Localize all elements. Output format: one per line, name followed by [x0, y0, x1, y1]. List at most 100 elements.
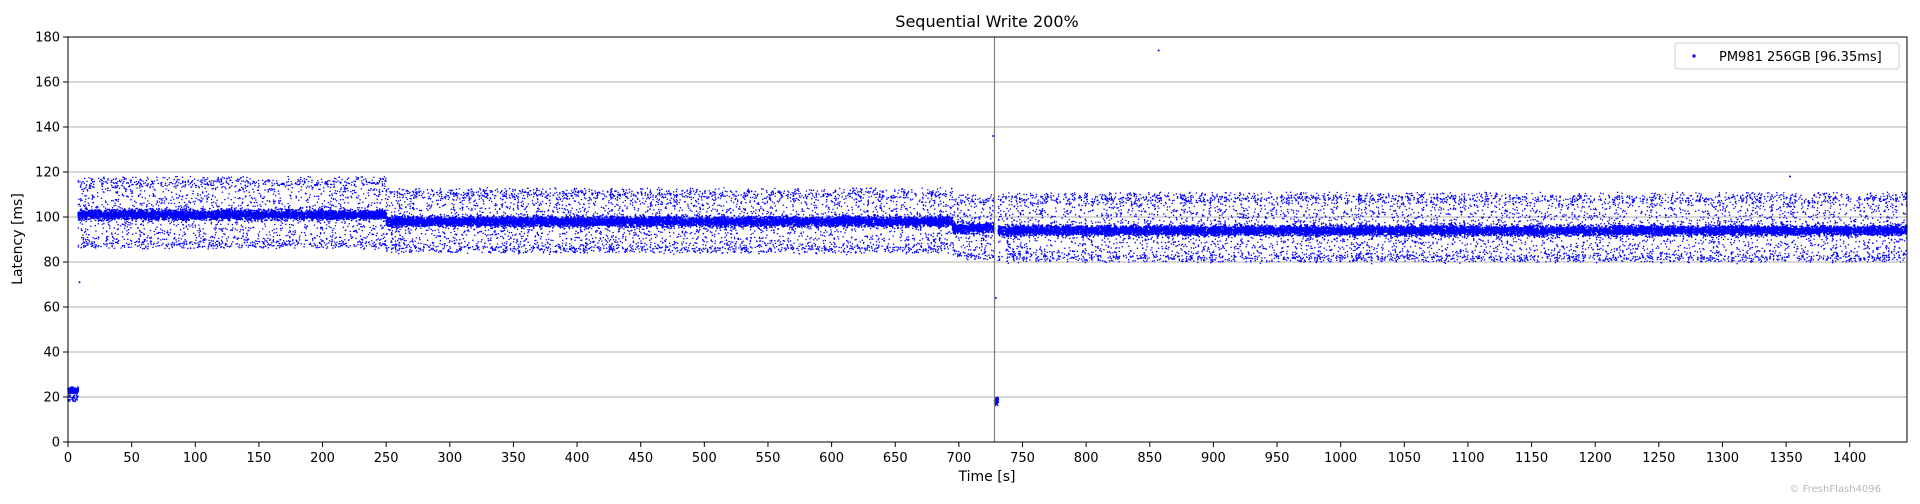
data-point: [353, 180, 355, 182]
data-point: [161, 244, 163, 246]
data-point: [120, 247, 122, 249]
data-point: [311, 245, 313, 247]
data-point: [348, 239, 350, 241]
data-point: [91, 183, 93, 185]
data-point: [83, 182, 85, 184]
data-point: [359, 219, 361, 221]
data-point: [88, 213, 90, 215]
data-point: [242, 219, 244, 221]
data-point: [376, 202, 378, 204]
data-point: [173, 243, 175, 245]
data-point: [191, 214, 193, 216]
data-point: [363, 219, 365, 221]
data-point: [85, 230, 87, 232]
data-point: [276, 182, 278, 184]
data-point: [243, 180, 245, 182]
data-point: [225, 182, 227, 184]
data-point: [262, 241, 264, 243]
data-point: [121, 185, 123, 187]
data-point: [162, 198, 164, 200]
data-point: [186, 215, 188, 217]
data-point: [150, 230, 152, 232]
data-point: [256, 211, 258, 213]
data-point: [232, 241, 234, 243]
data-point: [206, 219, 208, 221]
data-point: [360, 217, 362, 219]
data-point: [145, 182, 147, 184]
data-point: [141, 205, 143, 207]
data-point: [288, 185, 290, 187]
data-point: [101, 180, 103, 182]
data-point: [292, 243, 294, 245]
data-point: [213, 182, 215, 184]
data-point: [139, 244, 141, 246]
data-point: [91, 241, 93, 243]
data-point: [153, 214, 155, 216]
data-point: [379, 216, 381, 218]
data-point: [176, 181, 178, 183]
data-point: [212, 216, 214, 218]
data-point: [295, 182, 297, 184]
data-point: [142, 214, 144, 216]
data-point: [297, 222, 299, 224]
data-point: [324, 242, 326, 244]
data-point: [327, 184, 329, 186]
data-point: [199, 187, 201, 189]
data-point: [164, 213, 166, 215]
data-point: [219, 242, 221, 244]
data-point: [75, 388, 77, 390]
data-point: [322, 210, 324, 212]
data-point: [346, 216, 348, 218]
data-point: [68, 390, 70, 392]
data-point: [180, 213, 182, 215]
data-point: [375, 184, 377, 186]
data-point: [223, 247, 225, 249]
data-point: [341, 243, 343, 245]
data-point: [298, 180, 300, 182]
data-point: [248, 238, 250, 240]
data-point: [180, 183, 182, 185]
data-point: [303, 214, 305, 216]
data-point: [174, 183, 176, 185]
data-point: [306, 206, 308, 208]
data-point: [336, 242, 338, 244]
data-point: [167, 210, 169, 212]
data-point: [141, 214, 143, 216]
data-point: [175, 185, 177, 187]
data-point: [203, 209, 205, 211]
data-point: [313, 243, 315, 245]
data-point: [373, 177, 375, 179]
data-point: [263, 247, 265, 249]
data-point: [110, 182, 112, 184]
data-point: [300, 179, 302, 181]
data-point: [226, 180, 228, 182]
data-point: [208, 245, 210, 247]
data-point: [368, 218, 370, 220]
data-point: [179, 217, 181, 219]
data-point: [269, 180, 271, 182]
data-point: [378, 182, 380, 184]
data-point: [290, 240, 292, 242]
data-point: [123, 214, 125, 216]
data-point: [173, 224, 175, 226]
data-point: [254, 185, 256, 187]
data-point: [296, 212, 298, 214]
data-point: [106, 237, 108, 239]
data-point: [159, 245, 161, 247]
data-point: [321, 245, 323, 247]
data-point: [76, 392, 78, 394]
data-point: [158, 208, 160, 210]
data-point: [108, 247, 110, 249]
data-point: [124, 216, 126, 218]
data-point: [81, 182, 83, 184]
data-point: [379, 244, 381, 246]
data-point: [345, 181, 347, 183]
data-point: [211, 199, 213, 201]
data-point: [273, 229, 275, 231]
data-point: [79, 203, 81, 205]
data-point: [251, 214, 253, 216]
data-point: [319, 241, 321, 243]
data-point: [80, 184, 82, 186]
data-point: [146, 240, 148, 242]
data-point: [382, 216, 384, 218]
